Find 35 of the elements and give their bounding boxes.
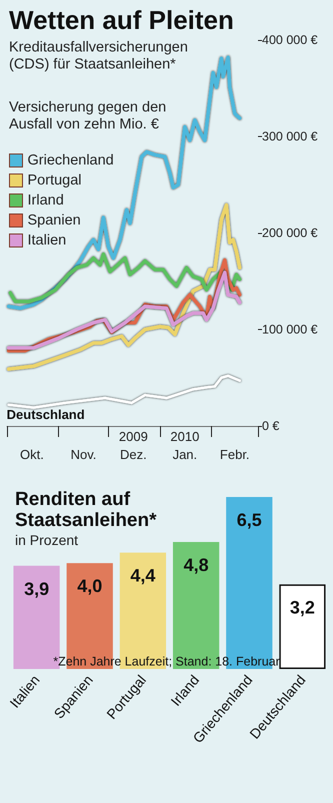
text: 2010 [170, 429, 200, 444]
text: in Prozent [15, 532, 78, 548]
x-tick-label: Jan. [172, 447, 198, 462]
data-label: 3,9 [24, 578, 50, 599]
data-label: 4,8 [184, 554, 209, 575]
line-series [6, 203, 242, 371]
line-series [7, 374, 241, 409]
legend-label: Spanien [28, 212, 81, 228]
legend-label: Portugal [28, 172, 82, 188]
line-series [8, 252, 242, 304]
text: 2009 [118, 429, 148, 444]
legend-label: Irland [28, 192, 64, 208]
y-tick-label: 0 € [262, 419, 280, 433]
text: Kreditausfallversicherungen (CDS) für Staatsanleihen* [9, 40, 192, 72]
data-label: 4,0 [77, 576, 102, 596]
y-tick-label: 400 000 € [262, 33, 318, 47]
x-tick-label: Dez. [120, 447, 147, 462]
series-label: Deutschland [6, 406, 85, 422]
data-label: 6,5 [236, 510, 262, 530]
y-tick-label: 100 000 € [262, 322, 318, 336]
y-tick-label: 300 000 € [262, 130, 318, 144]
y-axis-title: Versicherung gegen den Ausfall von zehn Mio. € [9, 100, 170, 132]
x-tick-label: Okt. [20, 447, 44, 462]
data-label: 4,4 [130, 566, 156, 586]
data-label: 3,2 [290, 597, 315, 618]
line-series [6, 56, 242, 310]
x-tick-label: Nov. [70, 447, 96, 462]
legend-label: Italien [28, 232, 66, 248]
bar [279, 584, 326, 669]
legend-label: Griechenland [28, 152, 114, 168]
line-series [6, 270, 242, 350]
x-tick-label: Febr. [220, 447, 250, 462]
chart-title: Renditen auf Staatsanleihen* [15, 489, 158, 531]
y-tick-label: 200 000 € [262, 226, 318, 240]
chart-title: Wetten auf Pleiten [9, 5, 234, 35]
